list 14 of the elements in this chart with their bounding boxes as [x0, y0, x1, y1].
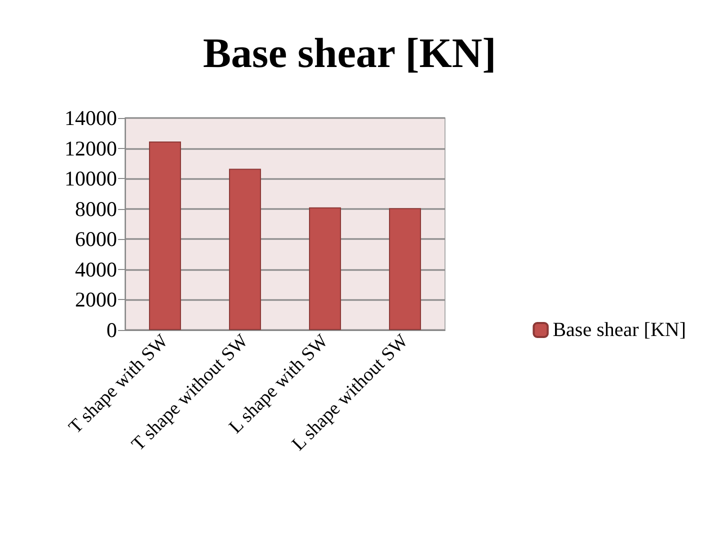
y-tick-label: 0 — [106, 318, 117, 342]
y-tick-label: 8000 — [75, 196, 117, 221]
y-tick-label: 10000 — [64, 166, 117, 191]
y-tick-label: 14000 — [64, 106, 117, 130]
bar — [149, 141, 181, 330]
chart-title: Base shear [KN] — [203, 31, 496, 77]
y-tick-label: 2000 — [75, 288, 117, 312]
y-tick-label: 12000 — [64, 136, 117, 160]
legend-label: Base shear [KN] — [552, 319, 686, 341]
y-tick-label: 6000 — [75, 227, 117, 252]
bar — [309, 207, 341, 330]
bar — [229, 168, 261, 330]
y-tick-label: 4000 — [75, 257, 117, 282]
bar — [389, 208, 421, 330]
